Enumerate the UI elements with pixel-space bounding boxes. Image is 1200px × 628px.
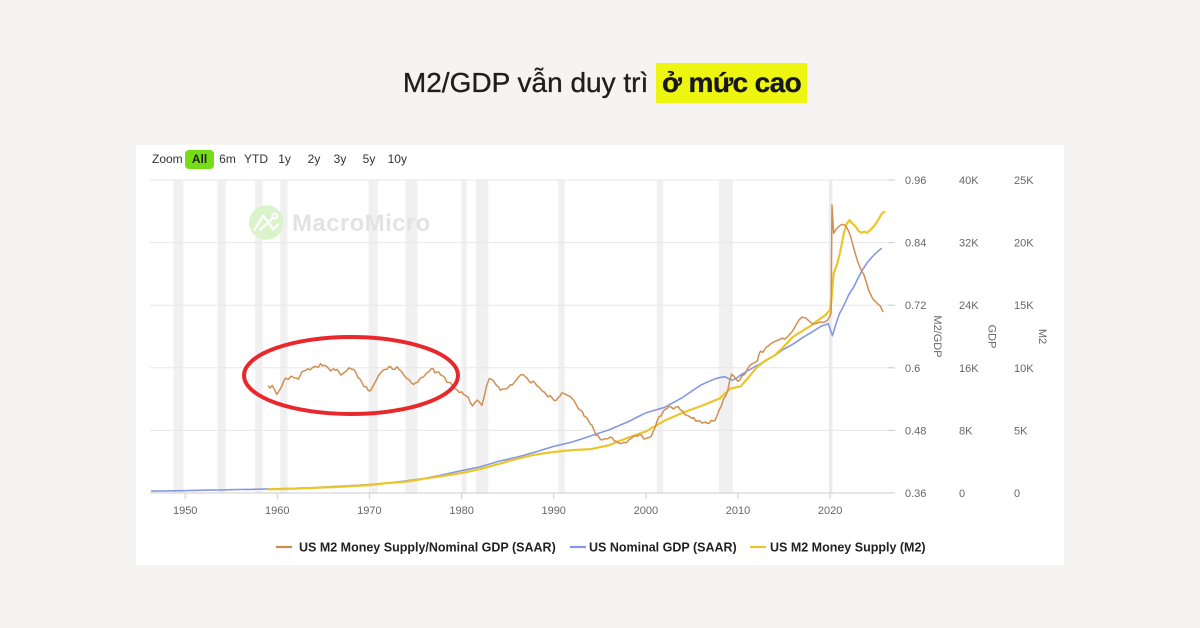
svg-text:MacroMicro: MacroMicro: [292, 210, 431, 237]
svg-text:5K: 5K: [1014, 425, 1028, 437]
svg-text:0.96: 0.96: [905, 175, 926, 187]
svg-text:0.6: 0.6: [905, 363, 920, 375]
svg-text:24K: 24K: [959, 300, 979, 312]
svg-text:0.48: 0.48: [905, 425, 926, 437]
svg-text:1990: 1990: [541, 505, 565, 517]
svg-text:1980: 1980: [449, 505, 473, 517]
svg-text:10K: 10K: [1014, 363, 1034, 375]
svg-text:0: 0: [1014, 488, 1020, 500]
svg-text:1950: 1950: [173, 505, 197, 517]
svg-text:US Nominal GDP (SAAR): US Nominal GDP (SAAR): [589, 541, 737, 555]
svg-text:1970: 1970: [357, 505, 381, 517]
svg-text:GDP: GDP: [986, 325, 998, 349]
svg-text:40K: 40K: [959, 175, 979, 187]
svg-text:M2: M2: [1036, 329, 1048, 344]
svg-text:US M2 Money Supply/Nominal GDP: US M2 Money Supply/Nominal GDP (SAAR): [299, 541, 556, 555]
svg-text:0: 0: [959, 488, 965, 500]
svg-text:0.72: 0.72: [905, 300, 926, 312]
svg-text:1960: 1960: [265, 505, 289, 517]
svg-text:20K: 20K: [1014, 238, 1034, 250]
svg-text:2000: 2000: [634, 505, 658, 517]
svg-text:0.84: 0.84: [905, 238, 926, 250]
svg-text:15K: 15K: [1014, 300, 1034, 312]
svg-text:US M2 Money Supply (M2): US M2 Money Supply (M2): [770, 541, 926, 555]
svg-text:25K: 25K: [1014, 175, 1034, 187]
svg-text:M2/GDP: M2/GDP: [931, 315, 943, 357]
svg-text:0.36: 0.36: [905, 488, 926, 500]
svg-text:8K: 8K: [959, 425, 973, 437]
svg-text:2020: 2020: [818, 505, 842, 517]
svg-text:2010: 2010: [726, 505, 750, 517]
svg-text:16K: 16K: [959, 363, 979, 375]
svg-text:32K: 32K: [959, 238, 979, 250]
